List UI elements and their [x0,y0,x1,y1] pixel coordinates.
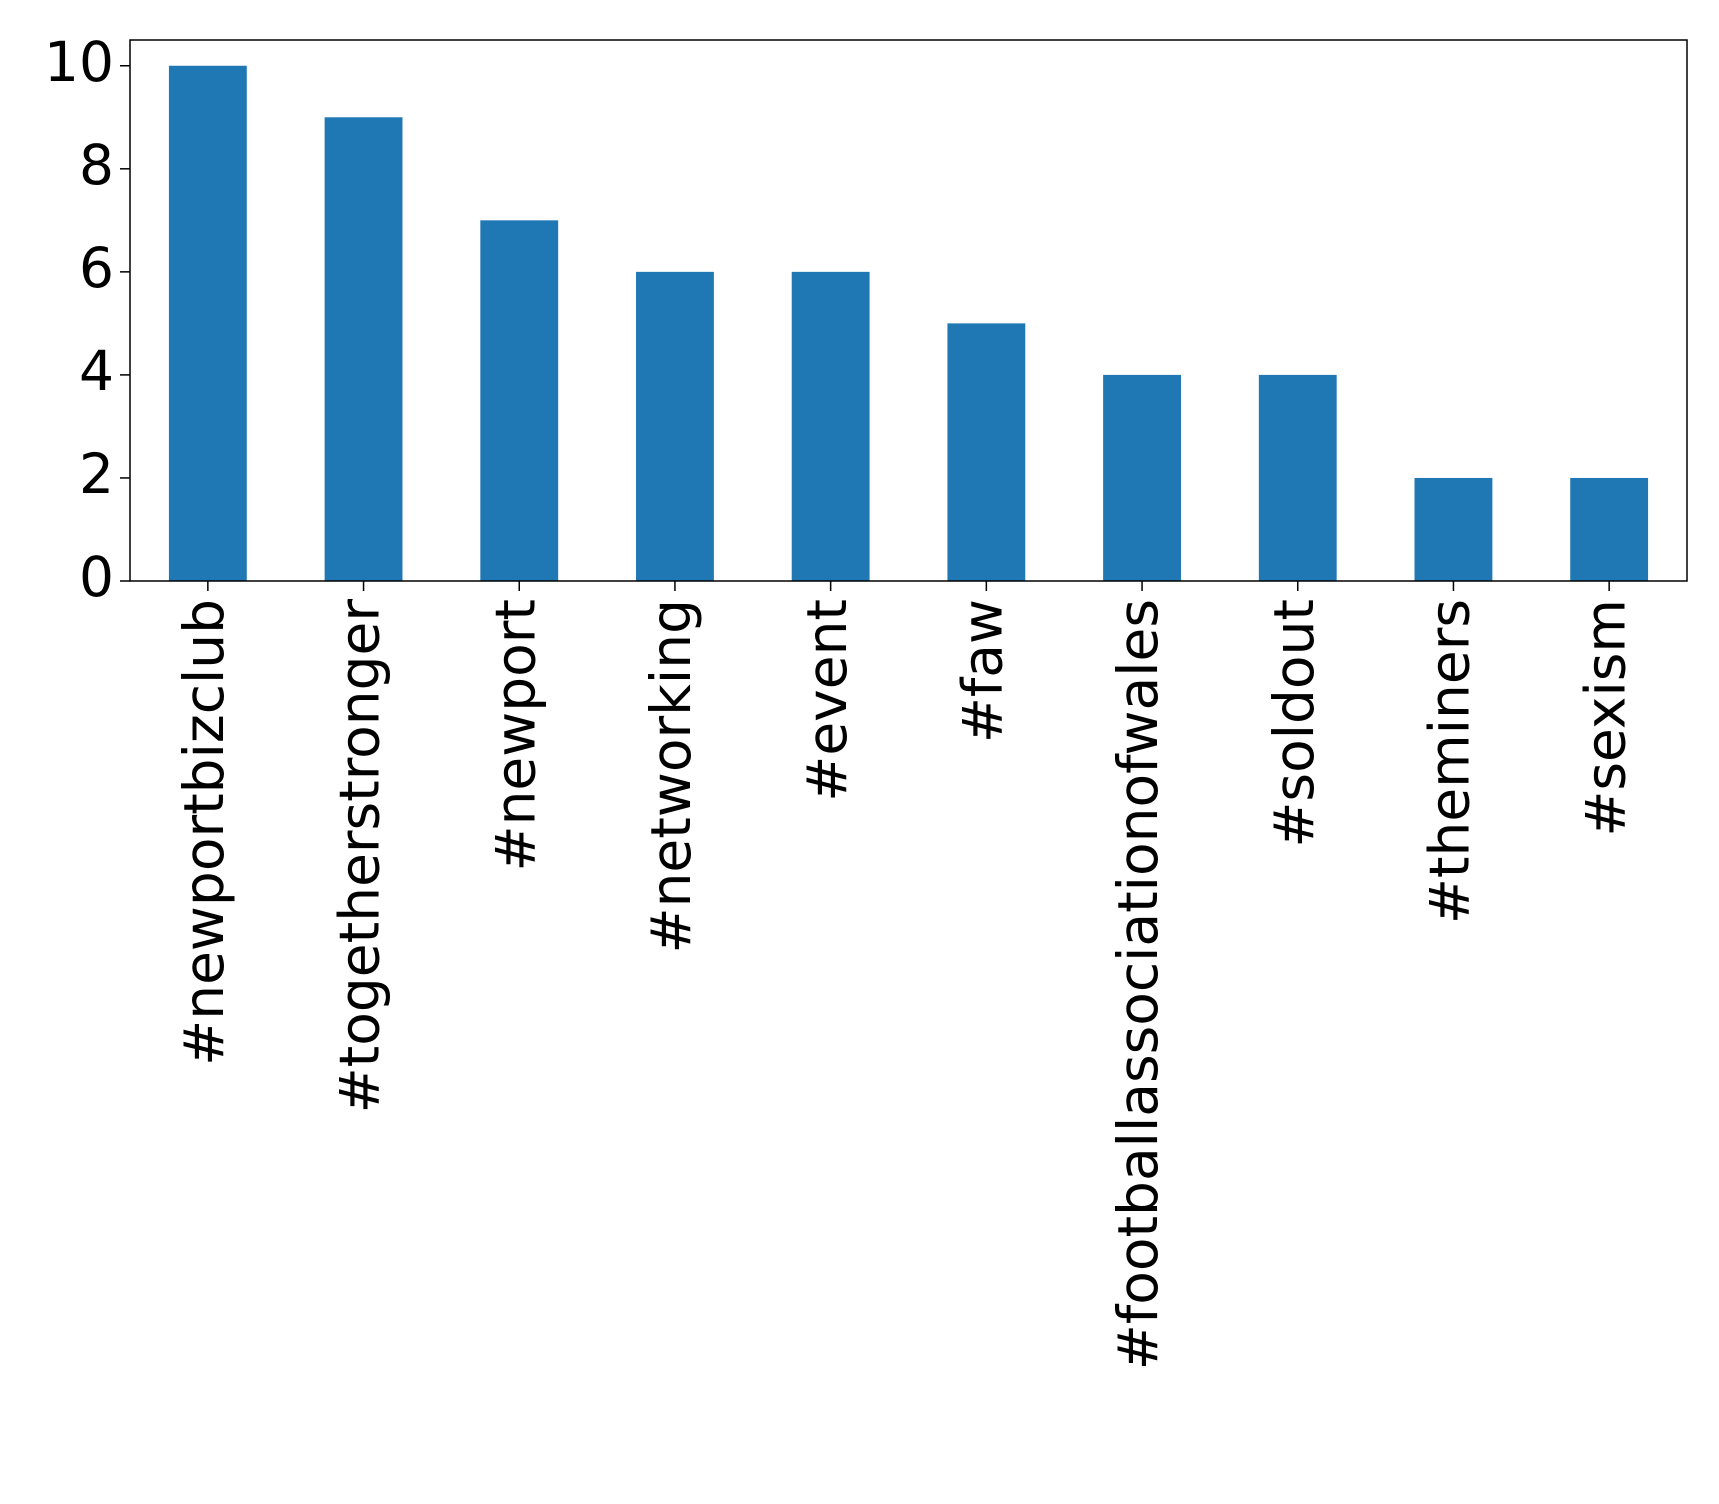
x-tick-label: #event [795,599,859,802]
x-tick-label: #newportbizclub [172,599,236,1066]
x-tick-label: #footballassociationofwales [1106,599,1170,1370]
bar [947,323,1026,581]
bar [1103,374,1181,581]
bar [1570,477,1649,581]
plot-frame [129,39,1688,582]
x-tick-label: #theminers [1418,599,1482,924]
y-tick-label: 8 [79,133,114,197]
bar [636,271,714,581]
x-tick-label: #sexism [1573,599,1637,837]
y-tick-label: 10 [44,30,114,94]
x-tick-label: #togetherstronger [328,599,392,1114]
bar [168,65,247,581]
bar [324,117,403,582]
bar [480,220,559,582]
y-tick-label: 4 [79,339,114,403]
bar [1258,374,1337,581]
x-tick-label: #networking [639,599,703,954]
x-tick-label: #newport [483,599,547,872]
y-tick-label: 0 [79,545,114,609]
y-tick-label: 2 [79,442,114,506]
bar [1414,477,1493,581]
x-tick-label: #faw [950,599,1014,743]
y-tick-label: 6 [79,236,114,300]
bar [791,271,870,581]
x-tick-label: #soldout [1262,599,1326,848]
